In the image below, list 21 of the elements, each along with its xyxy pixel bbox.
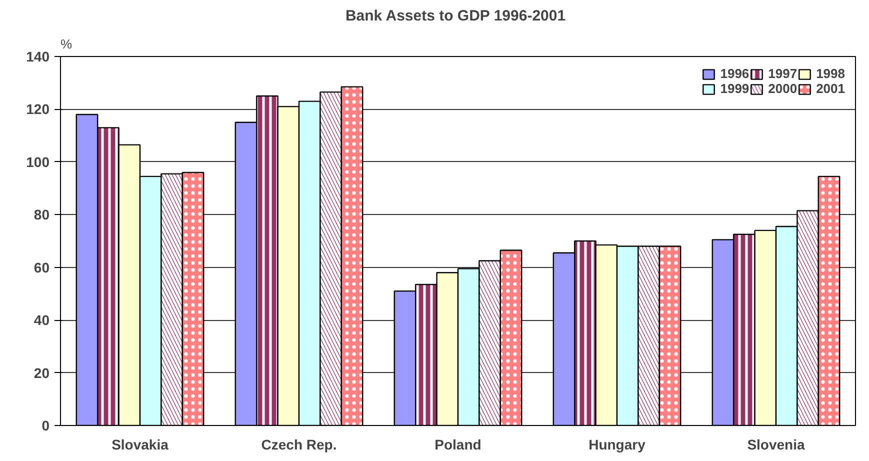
x-tick-label: Poland [434, 436, 482, 452]
x-tick-label: Czech Rep. [261, 436, 337, 452]
y-axis-title: % [60, 36, 72, 52]
legend-label: 1999 [720, 81, 750, 96]
y-tick-label: 60 [34, 259, 50, 276]
legend-label: 2000 [768, 81, 798, 96]
legend-label: 1997 [768, 66, 798, 81]
y-tick-label: 80 [34, 206, 50, 223]
y-tick-label: 120 [26, 101, 50, 118]
x-tick-label: Slovenia [747, 436, 806, 452]
chart-title: Bank Assets to GDP 1996-2001 [345, 8, 566, 24]
y-tick-label: 100 [26, 154, 50, 170]
legend-label: 1998 [816, 66, 845, 81]
y-tick-label: 40 [34, 312, 50, 328]
legend-label: 1996 [720, 66, 750, 81]
x-tick-label: Hungary [588, 436, 646, 452]
legend-label: 2001 [816, 81, 845, 96]
y-tick-label: 140 [26, 48, 50, 64]
y-tick-label: 0 [42, 418, 50, 434]
y-tick-label: 20 [34, 364, 50, 381]
x-tick-label: Slovakia [112, 436, 169, 452]
